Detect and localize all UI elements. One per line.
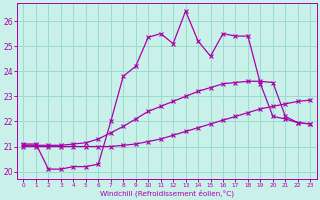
X-axis label: Windchill (Refroidissement éolien,°C): Windchill (Refroidissement éolien,°C) [100, 189, 234, 197]
